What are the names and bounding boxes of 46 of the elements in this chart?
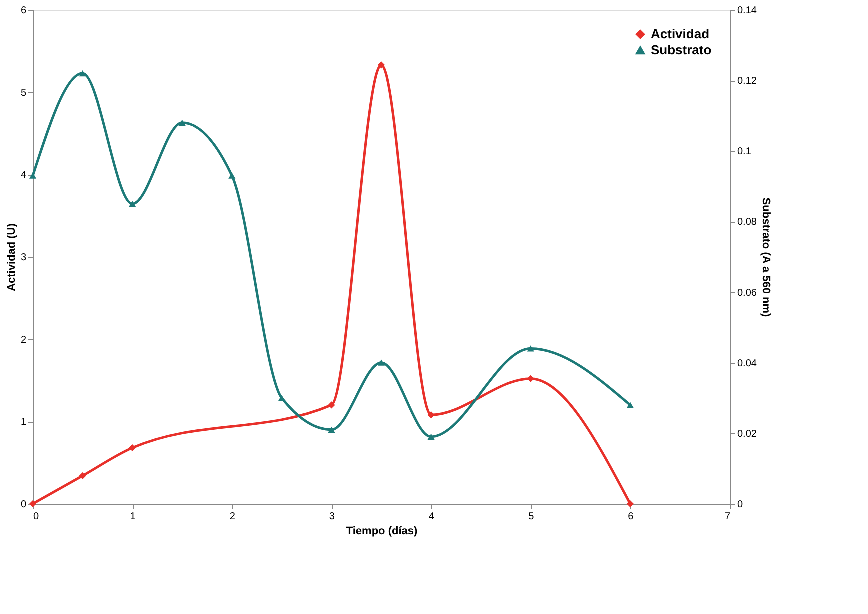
y2-tick-label: 0.14 [738,6,758,16]
y-tick-label: 3 [20,252,27,264]
y-tick-label: 5 [20,88,27,99]
point [178,120,186,126]
y2-tick-label: 0.12 [738,76,758,88]
y2-tick-label: 0 [738,500,744,510]
point [328,402,336,409]
legend-label: Actividad [651,26,710,42]
point [378,360,386,366]
point [378,62,386,69]
point [428,412,435,419]
y2-tick-label: 0.04 [738,358,758,370]
x-tick-label: 2 [230,512,236,522]
x-tick-label: 1 [130,512,136,522]
y-tick-label: 6 [20,6,27,16]
point [129,444,136,452]
point [527,375,534,382]
y2-tick-label: 0.08 [738,217,758,228]
point [79,472,86,480]
point [626,402,634,408]
y-axis-title: Actividad (U) [6,223,18,292]
x-tick-label: 5 [528,512,535,522]
y-tick-label: 2 [20,334,27,346]
x-tick-label: 3 [329,512,336,522]
point [328,426,336,433]
y-tick-label: 1 [20,417,27,428]
y-tick-label: 0 [20,500,27,510]
point [626,500,634,508]
x-tick-label: 4 [429,512,436,522]
point [79,70,86,77]
legend-label: Substrato [651,42,712,58]
x-axis-title: Tiempo (días) [346,526,418,538]
point [129,201,136,208]
x-tick-label: 6 [628,512,634,522]
point [278,395,286,402]
x-tick-label: 0 [34,512,40,522]
point [527,346,534,352]
point [228,172,236,179]
x-tick-label: 7 [724,512,731,522]
y2-tick-label: 0.02 [738,428,758,440]
y2-axis-title: Substrato (A a 560 nm) [760,198,772,318]
point [428,434,435,440]
y2-tick-label: 0.06 [738,288,758,299]
y-tick-label: 4 [20,170,27,182]
y2-tick-label: 0.1 [738,146,752,158]
point [29,172,37,179]
